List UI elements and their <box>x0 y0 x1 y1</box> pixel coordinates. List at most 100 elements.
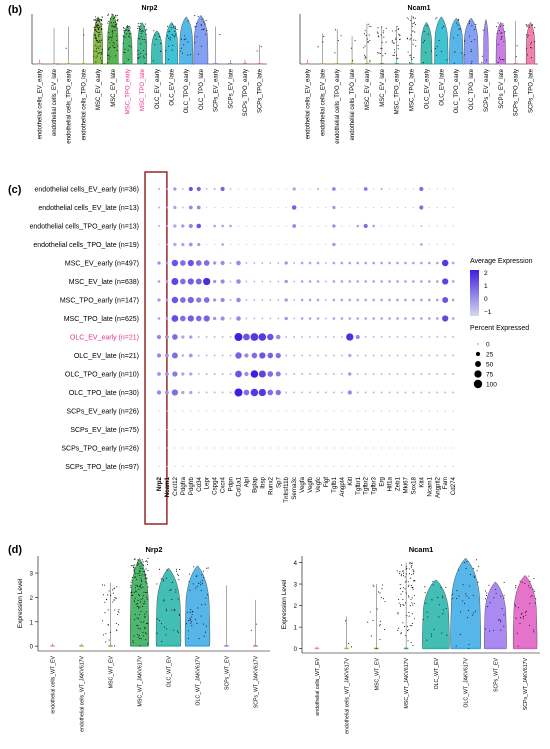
dot <box>436 447 438 449</box>
category-label: OLC_TPO_late <box>469 68 475 110</box>
dot <box>269 410 271 412</box>
dot <box>171 277 179 286</box>
dot <box>188 205 193 210</box>
dot <box>285 410 287 412</box>
jitter-point <box>189 617 191 619</box>
jitter-point <box>133 600 135 602</box>
jitter-point <box>393 49 395 51</box>
jitter-point <box>177 632 179 634</box>
dot <box>341 465 343 468</box>
dot <box>253 243 255 246</box>
dot <box>253 428 255 431</box>
jitter-point <box>219 34 221 36</box>
jitter-point <box>486 59 488 61</box>
dot <box>357 447 359 449</box>
dot <box>388 243 391 246</box>
jitter-point <box>142 586 144 588</box>
jitter-point <box>366 38 368 40</box>
dot <box>173 242 177 247</box>
dot <box>205 391 208 394</box>
jitter-point <box>139 38 141 40</box>
jitter-point <box>127 25 129 27</box>
jitter-point <box>412 573 415 575</box>
dot <box>436 225 438 227</box>
jitter-point <box>377 52 379 54</box>
violin-base <box>156 645 181 647</box>
jitter-point <box>408 596 410 598</box>
jitter-point <box>398 33 400 35</box>
jitter-point <box>484 590 486 592</box>
jitter-point <box>130 46 132 48</box>
jitter-point <box>405 568 407 570</box>
jitter-point <box>100 18 102 20</box>
jitter-point <box>367 41 369 43</box>
gene-label: Sp7 <box>275 476 282 488</box>
dot <box>380 373 383 375</box>
dot <box>452 410 454 412</box>
gene-label: Angptl2 <box>434 476 441 498</box>
dot <box>388 447 391 449</box>
jitter-point <box>438 616 440 618</box>
jitter-point <box>95 27 97 29</box>
jitter-point <box>139 606 141 608</box>
jitter-point <box>524 582 526 584</box>
row-label: OLC_EV_early (n=21) <box>70 335 139 342</box>
dot <box>261 428 263 431</box>
y-tick-label: 3 <box>30 572 34 578</box>
row-label: SCPs_EV_early (n=26) <box>66 409 139 416</box>
jitter-point <box>145 30 147 32</box>
jitter-point <box>117 624 119 626</box>
jitter-point <box>410 34 412 36</box>
jitter-point <box>413 22 415 25</box>
dot <box>165 298 169 302</box>
dot <box>373 447 375 449</box>
jitter-point <box>142 597 144 599</box>
violin-body <box>495 21 506 65</box>
dot <box>372 336 375 338</box>
gene-label: Pdgfra <box>180 476 187 495</box>
dot <box>364 298 368 302</box>
jitter-point <box>527 24 529 26</box>
dot <box>349 206 351 209</box>
jitter-point <box>408 611 410 614</box>
dot <box>166 428 168 431</box>
chart-title: Ncam1 <box>409 545 434 554</box>
violin-body <box>193 15 209 65</box>
jitter-point <box>404 588 406 590</box>
dot <box>291 205 297 210</box>
jitter-point <box>179 569 181 571</box>
dot <box>171 352 178 359</box>
dot <box>452 206 454 209</box>
jitter-point <box>122 43 124 45</box>
jitter-point <box>165 50 167 52</box>
dot <box>301 391 304 394</box>
jitter-point <box>123 31 125 33</box>
dot <box>269 188 271 190</box>
jitter-point <box>196 22 198 24</box>
dot <box>340 336 343 338</box>
dot <box>250 370 259 378</box>
dot <box>292 224 297 228</box>
jitter-point <box>425 51 427 54</box>
jitter-point <box>530 46 532 48</box>
jitter-point <box>140 30 142 33</box>
dot <box>187 259 194 267</box>
dot <box>404 261 407 265</box>
row-label: endothelial cells_EV_early (n=36) <box>35 187 139 194</box>
jitter-point <box>437 597 439 599</box>
jitter-point <box>145 33 147 35</box>
category-label: endothelial cells_WT_JAKV617V <box>345 657 351 733</box>
dot <box>325 188 327 190</box>
dot <box>301 447 303 449</box>
violin-base <box>513 63 518 65</box>
dot <box>196 205 201 210</box>
jitter-point <box>464 40 466 42</box>
jitter-point <box>116 586 118 588</box>
jitter-point <box>132 641 134 643</box>
dot <box>380 261 383 265</box>
jitter-point <box>411 597 413 599</box>
jitter-point <box>123 27 125 30</box>
jitter-point <box>412 39 414 41</box>
jitter-point <box>256 50 258 52</box>
dot <box>269 243 271 246</box>
